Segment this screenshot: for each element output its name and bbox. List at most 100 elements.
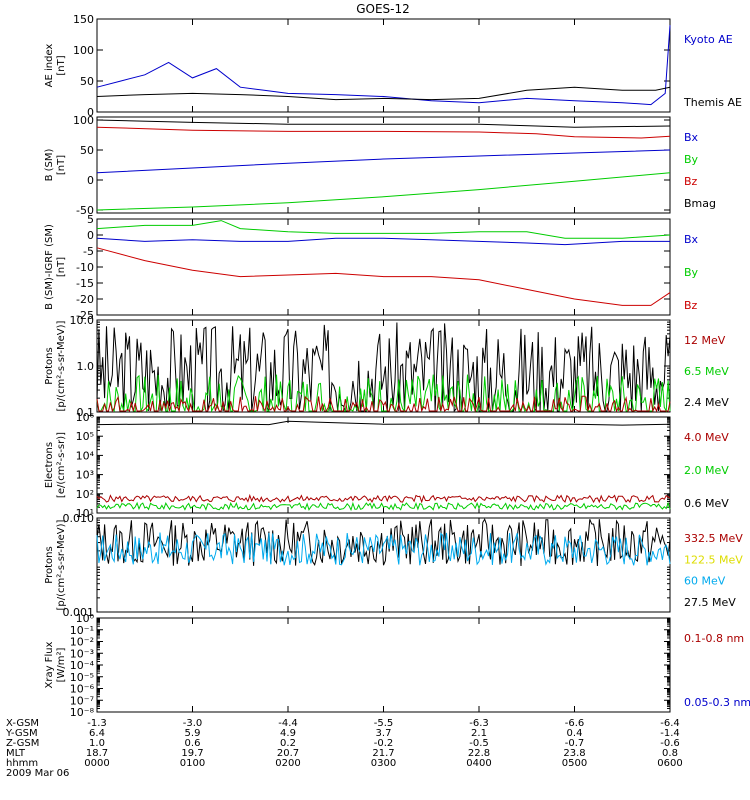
x-row-value: -1.4 [660, 728, 680, 739]
legend-entry: 2.0 MeV [684, 464, 729, 477]
series-line-by [96, 172, 671, 211]
y-tick-label: 50 [80, 75, 94, 88]
series-line-12-mev [96, 395, 671, 413]
legend-entry: Kyoto AE [684, 33, 733, 46]
series-line-themis-ae [96, 86, 671, 101]
legend-entry: 2.4 MeV [684, 396, 729, 409]
x-row-label: X-GSM [6, 718, 39, 729]
series-line-bx [96, 237, 670, 246]
y-tick-label: 10⁶ [76, 411, 95, 424]
y-axis-label: [nT] [56, 55, 67, 75]
x-row-value: 0.2 [280, 738, 296, 749]
legend-entry: 27.5 MeV [684, 596, 736, 609]
x-row-label: Z-GSM [6, 738, 39, 749]
x-row-value: 21.7 [372, 748, 394, 759]
y-axis-label: [e/(cm²-s-sr)] [56, 432, 67, 498]
series-line-27-5-mev [96, 518, 671, 567]
series-line-0-6-mev [96, 420, 671, 426]
series-line-bmag [96, 119, 671, 128]
y-tick-label: 100 [73, 114, 94, 127]
legend-entry: 122.5 MeV [684, 553, 743, 566]
y-tick-label: 10⁻⁷ [70, 694, 94, 707]
x-row-value: -0.7 [565, 738, 585, 749]
x-row-value: -0.2 [374, 738, 394, 749]
x-row-value: 3.7 [376, 728, 392, 739]
series-line-60-mev [96, 532, 671, 566]
x-row-value: 0100 [180, 758, 205, 769]
panel-5: 10⁶ 10⁵ 10⁴ 10³ 10² 10¹ Electrons [e/(cm²-s-sr)… [44, 411, 729, 520]
legend-entry: 332.5 MeV [684, 532, 743, 545]
x-row-value: 19.7 [181, 748, 203, 759]
y-axis-label: [p/(cm²-s-sr-MeV)] [56, 320, 67, 411]
series-line-by [96, 220, 671, 239]
y-tick-label: 100 [73, 44, 94, 57]
y-tick-label: -10 [76, 261, 94, 274]
y-tick-label: -50 [76, 204, 94, 217]
y-tick-label: 0.010 [63, 512, 95, 525]
x-row-value: -3.0 [183, 718, 203, 729]
y-axis-label: B (SM)-IGRF (SM) [44, 224, 55, 310]
x-row-value: -6.6 [565, 718, 585, 729]
y-tick-label: 5 [87, 213, 94, 226]
panel-1: 0 50 100 150 AE index [nT] Kyoto AE Themis AE [44, 13, 742, 119]
y-tick-label: 10² [76, 488, 94, 501]
series-line-bz [96, 247, 671, 306]
legend-entry: 4.0 MeV [684, 431, 729, 444]
y-tick-label: 0 [87, 174, 94, 187]
y-tick-label: -5 [83, 245, 94, 258]
x-row-value: 2.1 [471, 728, 487, 739]
y-tick-label: 10⁻⁴ [70, 659, 95, 672]
y-tick-label: -25 [76, 309, 94, 322]
x-row-value: 22.8 [468, 748, 490, 759]
x-row-label: Y-GSM [5, 728, 38, 739]
panel-6: 0.010 0.001 Protons [p/(cm²-s-sr-MeV)] 332.5… [44, 512, 743, 619]
x-row-value: -6.4 [660, 718, 680, 729]
y-tick-label: 10⁻⁸ [70, 706, 95, 719]
x-row-value: -0.6 [660, 738, 680, 749]
y-tick-label: 0 [87, 106, 94, 119]
x-row-value: -0.5 [469, 738, 489, 749]
x-row-label: hhmm [6, 758, 38, 769]
x-row-value: -5.5 [374, 718, 394, 729]
y-tick-label: 0.001 [63, 606, 95, 619]
x-row-value: 0000 [84, 758, 109, 769]
series-line-kyoto-ae [96, 25, 671, 106]
panel-2: -50 0 50 100 B (SM) [nT] Bx By Bz Bmag [44, 114, 716, 217]
y-tick-label: 10¹ [76, 507, 94, 520]
y-tick-label: 10⁰ [76, 612, 95, 625]
x-row-value: 18.7 [86, 748, 108, 759]
panel-4: 10.0 1.0 0.1 Protons [p/(cm²-s-sr-MeV)] 12 Me… [44, 314, 729, 419]
x-row-value: 20.7 [277, 748, 299, 759]
panel-frame [96, 617, 671, 713]
y-tick-label: 0.1 [77, 406, 95, 419]
y-tick-label: 1.0 [77, 360, 95, 373]
y-axis-label: AE index [44, 44, 55, 88]
series-line-6-5-mev [96, 374, 671, 413]
x-row-value: -6.3 [469, 718, 489, 729]
legend-entry: Themis AE [683, 96, 742, 109]
y-tick-label: 10⁻¹ [70, 624, 94, 637]
x-row-value: -1.3 [87, 718, 107, 729]
plot-title: GOES-12 [356, 2, 410, 16]
x-row-value: 0.8 [662, 748, 678, 759]
y-tick-label: 10⁻³ [70, 647, 94, 660]
y-tick-label: 10³ [76, 469, 94, 482]
legend-entry: 6.5 MeV [684, 365, 729, 378]
series-line-2-4-mev [96, 322, 671, 413]
y-axis-label: Protons [44, 347, 55, 384]
y-axis-label: [nT] [56, 155, 67, 175]
y-tick-label: 50 [80, 144, 94, 157]
x-row-value: 0400 [466, 758, 491, 769]
y-tick-label: 10⁻⁶ [70, 683, 95, 696]
y-axis-label: Electrons [44, 442, 55, 488]
y-tick-label: 10⁴ [76, 449, 95, 462]
y-axis-label: Protons [44, 546, 55, 583]
date-label: 2009 Mar 06 [6, 768, 69, 779]
x-row-value: 0300 [371, 758, 396, 769]
y-axis-label: [nT] [56, 257, 67, 277]
legend-entry: 12 MeV [684, 334, 726, 347]
x-row-value: 5.9 [185, 728, 201, 739]
panel-frame [96, 416, 671, 514]
x-row-value: 4.9 [280, 728, 296, 739]
